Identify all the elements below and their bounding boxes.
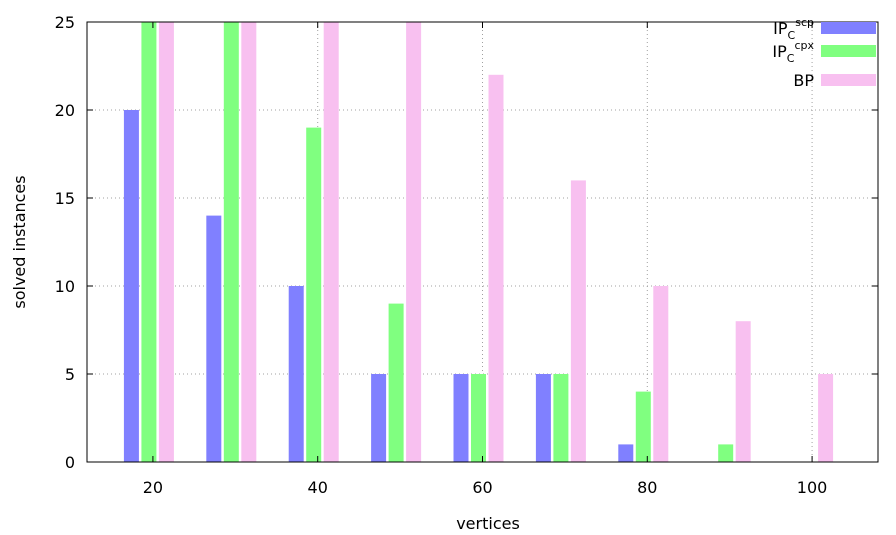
y-tick-label: 0: [65, 453, 75, 472]
bar-IP_C^scp-30: [206, 215, 222, 462]
bar-IP_C^scp-20: [123, 110, 139, 462]
bar-IP_C^cpx-30: [223, 22, 239, 462]
bar-BP-40: [323, 22, 339, 462]
legend-swatch: [821, 74, 876, 86]
x-tick-label: 40: [308, 478, 328, 497]
legend-swatch: [821, 22, 876, 34]
bar-BP-60: [488, 74, 504, 463]
bar-BP-80: [653, 286, 669, 462]
legend-label: BP: [793, 71, 814, 90]
legend-label: IPCcpx: [772, 39, 814, 65]
y-tick-label: 15: [55, 189, 75, 208]
bar-BP-70: [570, 180, 586, 462]
legend-swatch: [821, 45, 876, 57]
y-tick-label: 10: [55, 277, 75, 296]
x-tick-label: 20: [143, 478, 163, 497]
bar-IP_C^scp-50: [371, 374, 387, 462]
bar-IP_C^cpx-60: [471, 374, 486, 462]
bar-BP-90: [735, 321, 751, 462]
x-tick-label: 80: [637, 478, 657, 497]
bar-IP_C^scp-70: [535, 374, 551, 462]
bar-IP_C^cpx-90: [718, 444, 734, 462]
bar-IP_C^cpx-80: [635, 391, 651, 462]
bar-IP_C^scp-40: [288, 286, 304, 462]
legend-label: IPCscp: [773, 16, 814, 42]
y-tick-label: 20: [55, 101, 75, 120]
bar-IP_C^scp-80: [618, 444, 634, 462]
bar-BP-20: [158, 22, 174, 462]
bar-IP_C^scp-60: [453, 374, 469, 462]
y-axis-title: solved instances: [10, 175, 29, 308]
x-tick-label: 100: [797, 478, 828, 497]
x-axis-title: vertices: [456, 514, 520, 533]
axis-ticks: 0 5 10 15 20 25 20 40 60 80 100: [55, 13, 878, 497]
bar-IP_C^cpx-50: [388, 303, 404, 462]
bar-IP_C^cpx-70: [553, 374, 569, 462]
bar-BP-30: [241, 22, 257, 462]
bar-IP_C^cpx-20: [141, 22, 157, 462]
bar-IP_C^cpx-40: [306, 127, 322, 462]
y-tick-label: 25: [55, 13, 75, 32]
y-tick-label: 5: [65, 365, 75, 384]
bar-BP-100: [818, 374, 834, 462]
bars: [123, 22, 834, 463]
x-tick-label: 60: [472, 478, 492, 497]
bar-BP-50: [406, 22, 422, 462]
